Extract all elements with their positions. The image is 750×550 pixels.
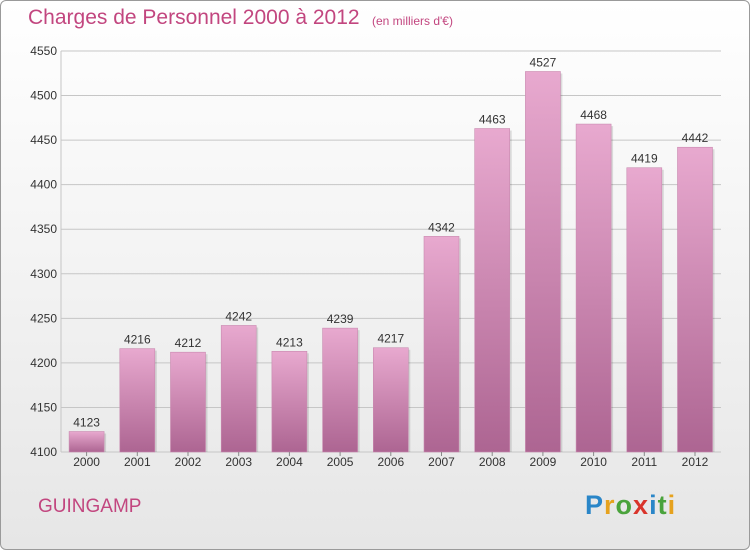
bar	[271, 351, 308, 453]
x-tick-label: 2008	[479, 455, 506, 469]
data-label: 4342	[428, 220, 455, 234]
y-tick-label: 4150	[30, 400, 57, 414]
data-label: 4217	[377, 332, 404, 346]
data-labels: 4123 4216 4212 4242 4213 4239 4217 4342 4463 4527…	[73, 55, 708, 429]
x-tick-label: 2007	[428, 455, 455, 469]
x-tick-label: 2000	[73, 455, 100, 469]
commune-name: GUINGAMP	[38, 496, 142, 517]
y-tick-label: 4500	[30, 89, 57, 103]
y-tick-label: 4100	[30, 445, 57, 459]
data-label: 4212	[175, 336, 202, 350]
bar	[220, 325, 257, 453]
data-label: 4527	[530, 55, 557, 69]
brand-letter: P	[585, 490, 605, 520]
data-label: 4216	[124, 333, 151, 347]
bar	[68, 431, 105, 453]
brand-letter: i	[649, 490, 658, 520]
chart-subtitle: (en milliers d'€)	[372, 14, 453, 28]
bar	[525, 71, 561, 453]
y-tick-label: 4200	[30, 356, 57, 370]
y-tick-label: 4250	[30, 311, 57, 325]
x-tick-label: 2003	[225, 455, 252, 469]
y-axis-ticks: 4100 4150 4200 4250 4300 4350 4400 4450 4500 4550	[30, 44, 57, 459]
bar	[626, 167, 663, 453]
data-label: 4468	[580, 108, 607, 122]
x-tick-label: 2009	[530, 455, 557, 469]
proxiti-logo: Proxiti	[585, 490, 676, 521]
bar	[423, 236, 460, 453]
brand-letter: x	[633, 490, 650, 520]
bar	[322, 327, 358, 453]
x-tick-label: 2004	[276, 455, 303, 469]
chart-title: Charges de Personnel 2000 à 2012	[28, 6, 360, 29]
data-label: 4213	[276, 335, 303, 349]
bars	[68, 71, 715, 453]
data-label: 4463	[479, 113, 506, 127]
x-tick-label: 2010	[580, 455, 607, 469]
bar	[119, 348, 156, 453]
y-tick-label: 4550	[30, 44, 57, 58]
x-tick-label: 2011	[631, 455, 657, 469]
bar	[170, 351, 206, 453]
data-label: 4419	[631, 152, 658, 166]
bar	[677, 146, 713, 453]
data-label: 4242	[225, 309, 252, 323]
bar	[474, 128, 511, 453]
x-tick-label: 2001	[124, 455, 151, 469]
data-label: 4442	[682, 131, 709, 145]
brand-letter: t	[657, 490, 668, 520]
brand-letter: r	[604, 490, 616, 520]
bar	[575, 123, 612, 453]
brand-letter: o	[615, 490, 634, 520]
y-tick-label: 4300	[30, 267, 57, 281]
x-tick-label: 2002	[175, 455, 202, 469]
x-axis-ticks: 2000 2001 2002 2003 2004 2005 2006 2007 2008 2009…	[73, 452, 709, 469]
x-tick-label: 2005	[327, 455, 354, 469]
brand-letter: i	[667, 490, 677, 520]
y-tick-label: 4350	[30, 222, 57, 236]
y-tick-label: 4450	[30, 133, 57, 147]
bar	[372, 347, 409, 453]
data-label: 4123	[73, 416, 100, 430]
data-label: 4239	[327, 312, 354, 326]
x-tick-label: 2006	[377, 455, 404, 469]
y-tick-label: 4400	[30, 178, 57, 192]
x-tick-label: 2012	[682, 455, 709, 469]
